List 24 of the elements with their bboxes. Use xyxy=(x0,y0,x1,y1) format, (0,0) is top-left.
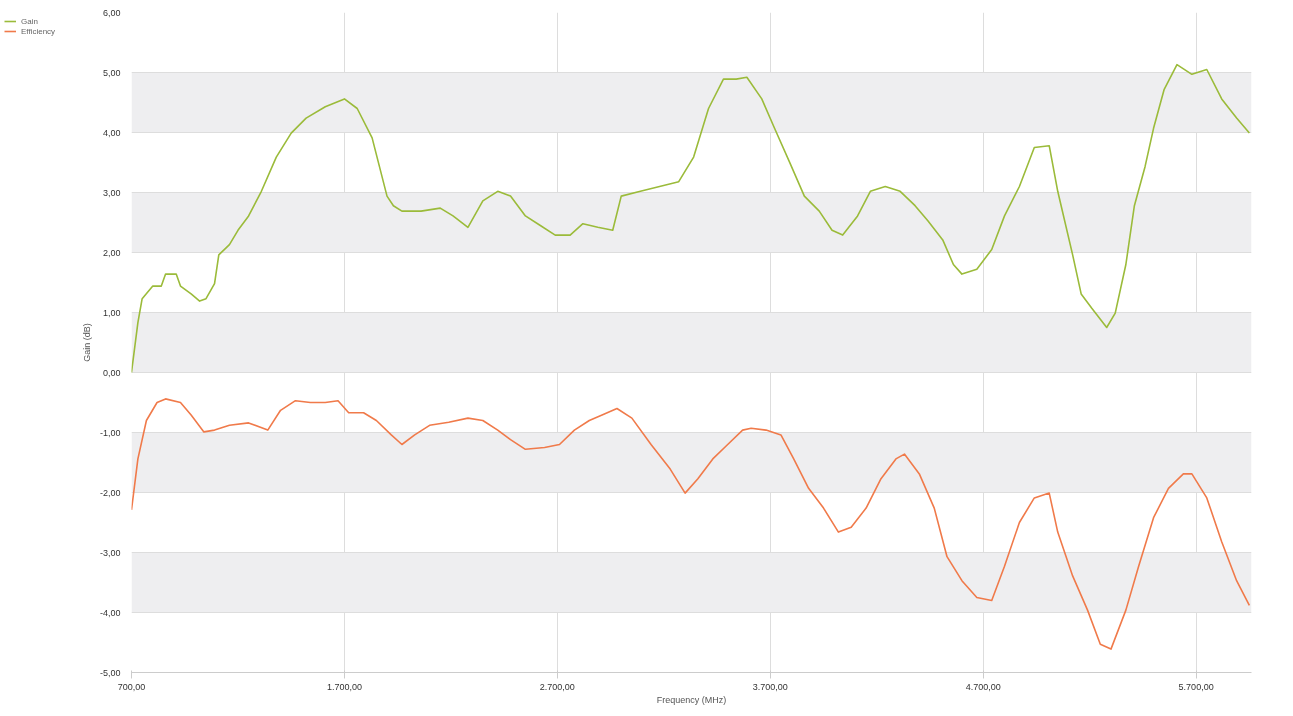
legend-label: Efficiency xyxy=(21,26,56,36)
y-tick-label: 0,00 xyxy=(102,367,121,378)
y-tick-label: -3,00 xyxy=(99,547,121,558)
line-series xyxy=(131,398,1251,650)
line-series xyxy=(131,63,1251,374)
y-tick-label: -1,00 xyxy=(99,427,121,438)
y-tick-label: 2,00 xyxy=(102,247,121,258)
y-tick-label: -2,00 xyxy=(99,487,121,498)
x-tick-label: 700,00 xyxy=(117,681,146,692)
x-tick-label: 3.700,00 xyxy=(752,681,788,692)
y-tick-label: 3,00 xyxy=(102,187,121,198)
y-tick-label: 1,00 xyxy=(102,307,121,318)
y-tick-label: 4,00 xyxy=(102,127,121,138)
y-tick-label: 5,00 xyxy=(102,67,121,78)
x-tick-label: 5.700,00 xyxy=(1178,681,1214,692)
x-tick-label: 2.700,00 xyxy=(539,681,575,692)
y-tick-label: -4,00 xyxy=(99,607,121,618)
x-axis-title: Frequency (MHz) xyxy=(656,694,727,705)
x-tick-label: 1.700,00 xyxy=(326,681,362,692)
y-tick-label: 6,00 xyxy=(102,7,121,18)
y-axis-title: Gain (dB) xyxy=(81,323,92,362)
y-tick-label: -5,00 xyxy=(99,667,121,678)
legend-label: Gain xyxy=(21,16,39,26)
x-tick-label: 4.700,00 xyxy=(965,681,1001,692)
